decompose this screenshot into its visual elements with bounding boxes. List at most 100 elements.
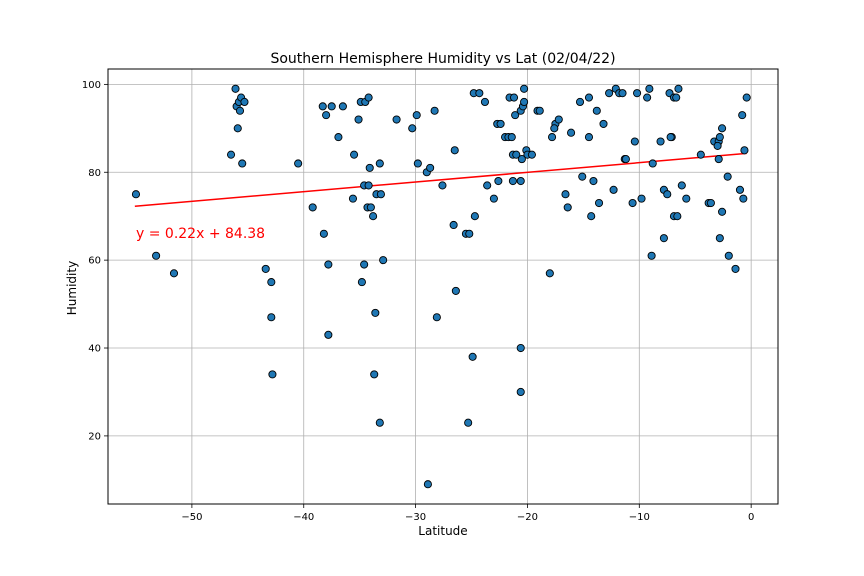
data-point: [451, 286, 460, 295]
data-point: [423, 480, 432, 489]
data-point: [517, 155, 526, 164]
data-point: [294, 159, 303, 168]
data-point: [718, 124, 727, 133]
data-point: [673, 212, 682, 221]
data-point: [647, 251, 656, 260]
x-tick-label: −40: [293, 512, 314, 523]
data-point: [375, 159, 384, 168]
data-point: [350, 150, 359, 159]
plot-frame: [107, 68, 779, 505]
data-point: [392, 115, 401, 124]
data-point: [605, 89, 614, 98]
data-point: [735, 185, 745, 194]
data-point: [226, 150, 236, 159]
data-point: [731, 264, 740, 273]
data-point: [511, 111, 520, 120]
data-point: [267, 313, 276, 322]
data-point: [723, 172, 732, 181]
data-point: [587, 212, 596, 221]
chart-title: Southern Hemisphere Humidity vs Lat (02/…: [270, 51, 615, 67]
data-point: [594, 198, 604, 208]
data-point: [714, 155, 723, 164]
data-point: [550, 124, 559, 133]
data-point: [334, 133, 343, 142]
data-point: [371, 308, 380, 317]
data-point: [412, 111, 421, 120]
data-point: [666, 133, 675, 142]
data-point: [261, 264, 270, 273]
data-point: [322, 111, 331, 120]
data-point: [563, 203, 572, 212]
data-point: [131, 190, 141, 199]
data-point: [324, 330, 333, 339]
data-point: [706, 198, 715, 208]
data-point: [715, 234, 724, 243]
data-point: [713, 141, 722, 150]
grid-lines: [108, 69, 778, 504]
data-point: [233, 124, 242, 133]
data-point: [240, 97, 249, 107]
data-point: [376, 190, 385, 199]
data-point: [408, 124, 417, 133]
data-point: [656, 137, 665, 146]
data-point: [480, 97, 489, 107]
data-point: [438, 181, 447, 190]
data-point: [360, 260, 369, 269]
data-point: [348, 194, 358, 203]
y-tick-label: 20: [88, 431, 101, 442]
data-point: [592, 106, 601, 115]
data-point: [645, 84, 654, 93]
data-point: [231, 84, 240, 93]
data-point: [561, 190, 570, 199]
x-tick-label: −50: [181, 512, 202, 523]
regression-line-group: [134, 152, 747, 208]
data-point: [430, 106, 439, 115]
x-axis-label: Latitude: [418, 524, 467, 538]
data-point: [319, 229, 328, 238]
data-point: [475, 89, 484, 98]
data-point: [630, 137, 639, 146]
data-point: [696, 150, 705, 159]
data-points: [131, 84, 751, 489]
data-point: [489, 194, 498, 203]
data-point: [674, 84, 683, 93]
data-point: [643, 93, 652, 102]
data-point: [516, 387, 525, 397]
data-point: [659, 234, 668, 243]
data-point: [365, 163, 374, 172]
data-point: [370, 370, 379, 379]
y-axis-label: Humidity: [65, 261, 79, 315]
data-point: [324, 260, 333, 269]
data-point: [633, 89, 642, 98]
data-point: [375, 418, 384, 427]
data-point: [535, 106, 544, 115]
y-tick-label: 40: [88, 344, 101, 355]
data-point: [548, 133, 557, 142]
data-point: [238, 159, 247, 168]
regression-line: [134, 152, 747, 208]
data-point: [739, 194, 748, 203]
data-point: [742, 93, 751, 102]
data-point: [496, 119, 505, 128]
data-point: [379, 256, 388, 265]
data-point: [308, 203, 317, 212]
data-point: [494, 176, 503, 186]
data-point: [628, 198, 637, 208]
data-point: [648, 159, 657, 168]
y-axis-ticks: 20 40 60 80 100: [82, 80, 108, 442]
data-point: [575, 97, 585, 107]
data-point: [578, 172, 587, 181]
data-point: [584, 93, 594, 102]
data-point: [715, 133, 724, 142]
data-point: [509, 93, 519, 102]
data-point: [470, 212, 479, 221]
data-point: [527, 150, 536, 159]
x-tick-label: −10: [629, 512, 650, 523]
y-tick-label: 100: [82, 80, 101, 91]
data-point: [426, 163, 435, 172]
data-point: [724, 251, 733, 260]
data-point: [520, 97, 529, 107]
data-point: [464, 418, 473, 427]
data-point: [599, 119, 608, 128]
